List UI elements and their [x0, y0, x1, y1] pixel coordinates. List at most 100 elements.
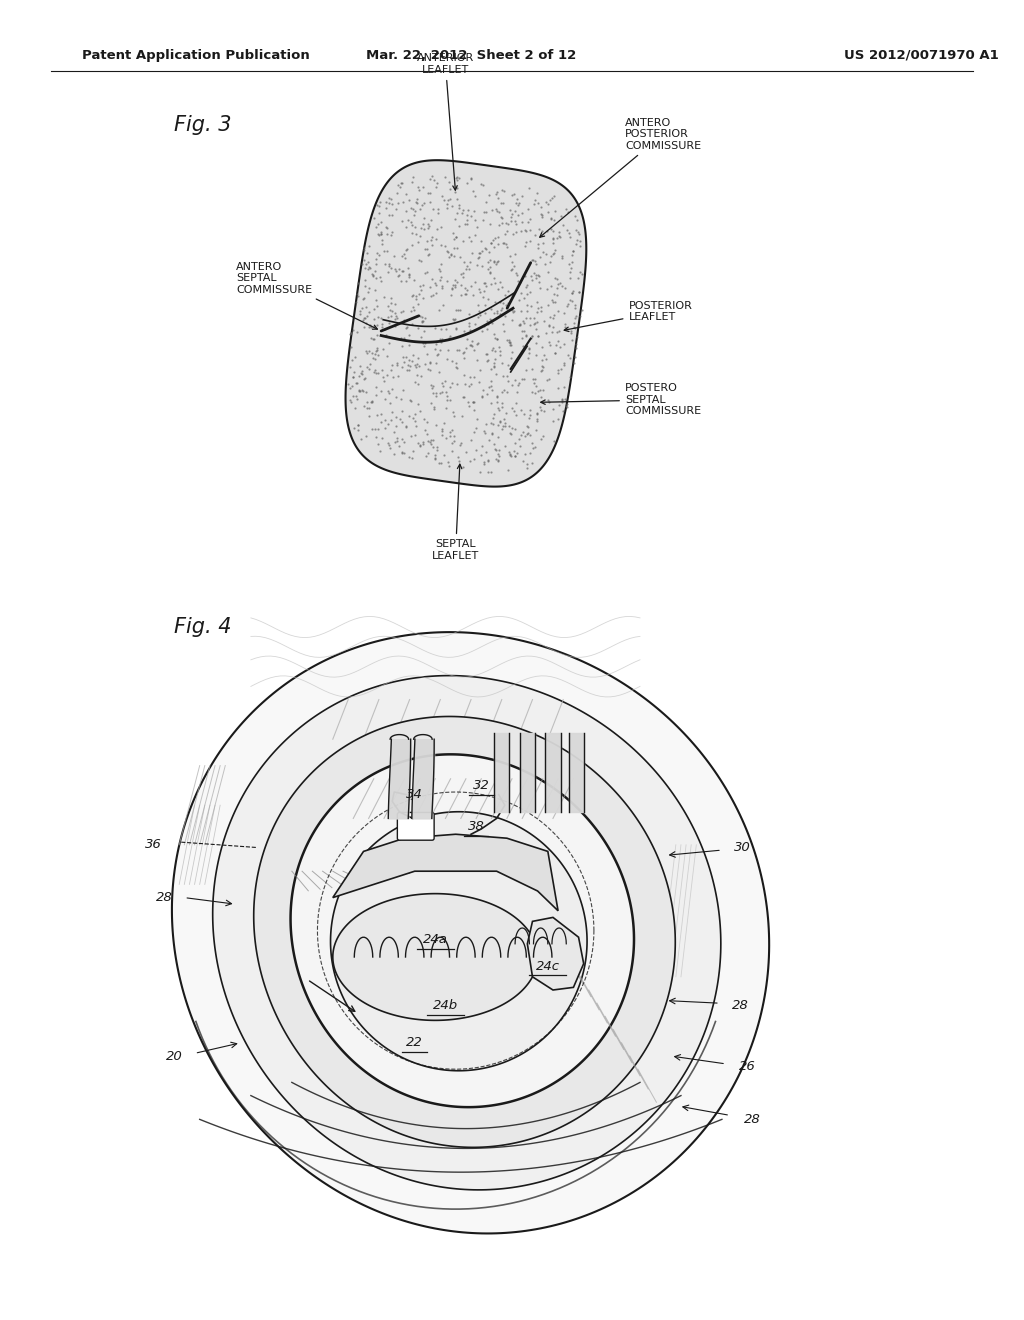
Point	[562, 322, 579, 343]
Point	[417, 420, 433, 441]
Point	[411, 355, 427, 376]
Point	[567, 219, 584, 240]
Point	[528, 411, 545, 432]
Text: Mar. 22, 2012  Sheet 2 of 12: Mar. 22, 2012 Sheet 2 of 12	[366, 49, 577, 62]
Point	[394, 191, 411, 213]
Point	[409, 416, 425, 437]
Point	[393, 172, 410, 193]
Point	[503, 446, 519, 467]
Point	[489, 226, 506, 247]
Point	[501, 441, 517, 462]
Point	[519, 347, 536, 368]
Point	[373, 223, 389, 244]
Point	[359, 281, 376, 302]
Point	[546, 430, 562, 451]
Point	[480, 449, 497, 470]
Point	[495, 381, 511, 403]
Point	[471, 243, 487, 264]
Point	[477, 441, 494, 462]
Point	[394, 261, 411, 282]
Point	[449, 238, 465, 259]
Point	[502, 333, 518, 354]
Point	[410, 177, 426, 198]
Point	[487, 341, 504, 362]
Point	[396, 309, 413, 330]
Point	[440, 242, 457, 263]
Point	[429, 172, 445, 193]
Point	[519, 301, 536, 322]
Point	[484, 339, 501, 360]
Point	[553, 275, 569, 296]
Point	[545, 227, 561, 248]
Point	[465, 284, 481, 305]
Point	[571, 261, 588, 282]
Point	[350, 414, 367, 436]
Point	[495, 297, 511, 318]
Point	[387, 432, 403, 453]
Point	[391, 264, 408, 285]
Point	[421, 215, 437, 236]
Point	[417, 308, 433, 329]
Point	[431, 362, 447, 383]
Point	[440, 172, 457, 193]
Point	[549, 321, 565, 342]
Point	[567, 298, 584, 319]
Point	[546, 304, 562, 325]
Point	[508, 214, 524, 235]
Point	[437, 381, 454, 403]
Point	[343, 350, 359, 371]
Point	[360, 277, 377, 298]
Point	[420, 444, 436, 465]
Point	[532, 360, 549, 381]
Point	[446, 425, 463, 446]
Point	[373, 220, 389, 242]
Point	[456, 387, 472, 408]
Point	[393, 388, 410, 409]
Point	[498, 285, 514, 306]
Point	[433, 253, 450, 275]
Point	[564, 251, 581, 272]
Point	[397, 346, 414, 367]
Point	[541, 202, 557, 223]
Point	[492, 337, 508, 358]
Point	[403, 172, 420, 193]
Point	[500, 355, 516, 376]
Point	[569, 267, 586, 288]
Point	[545, 220, 561, 242]
Point	[418, 445, 434, 466]
Point	[509, 264, 525, 285]
Point	[467, 271, 483, 292]
Point	[395, 301, 412, 322]
Point	[439, 240, 456, 261]
Point	[370, 243, 386, 264]
Point	[483, 424, 500, 445]
Point	[536, 345, 552, 366]
Point	[355, 288, 372, 309]
Point	[383, 305, 399, 326]
Point	[353, 429, 370, 450]
Point	[473, 240, 489, 261]
Point	[489, 251, 506, 272]
Point	[350, 366, 367, 387]
Text: 26: 26	[739, 1060, 756, 1073]
Point	[422, 359, 438, 380]
Point	[388, 354, 404, 375]
Point	[489, 182, 506, 203]
Point	[406, 269, 422, 290]
Point	[415, 288, 431, 309]
Point	[422, 169, 438, 190]
Point	[462, 334, 478, 355]
Point	[557, 317, 573, 338]
Point	[489, 414, 506, 436]
Point	[551, 226, 567, 247]
Point	[494, 300, 510, 321]
Point	[362, 327, 379, 348]
Point	[520, 343, 537, 364]
Point	[514, 186, 530, 207]
Point	[423, 393, 439, 414]
Point	[497, 321, 513, 342]
Point	[348, 292, 365, 313]
Point	[471, 247, 487, 268]
Point	[494, 392, 510, 413]
Point	[494, 352, 510, 374]
